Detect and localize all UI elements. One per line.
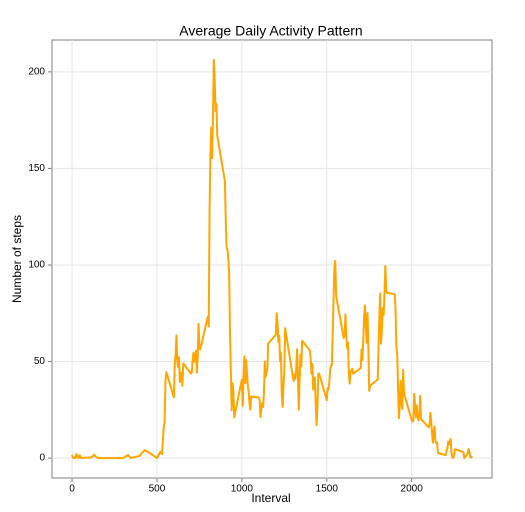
y-tick-label: 150: [28, 163, 45, 174]
line: [71, 58, 473, 460]
y-tick-label: 50: [34, 356, 46, 367]
x-tick-label: 1500: [316, 484, 339, 495]
x-axis-title: Interval: [251, 491, 290, 505]
chart-title: Average Daily Activity Pattern: [179, 23, 362, 39]
y-tick-label: 200: [28, 67, 45, 78]
x-tick-label: 1000: [231, 484, 254, 495]
y-tick-label: 0: [39, 453, 45, 464]
y-axis-title: Number of steps: [10, 215, 24, 303]
plot-panel: [51, 39, 493, 479]
x-tick-label: 2000: [401, 484, 424, 495]
x-tick-label: 500: [149, 484, 166, 495]
x-tick-label: 0: [69, 484, 75, 495]
y-tick-label: 100: [28, 260, 45, 271]
